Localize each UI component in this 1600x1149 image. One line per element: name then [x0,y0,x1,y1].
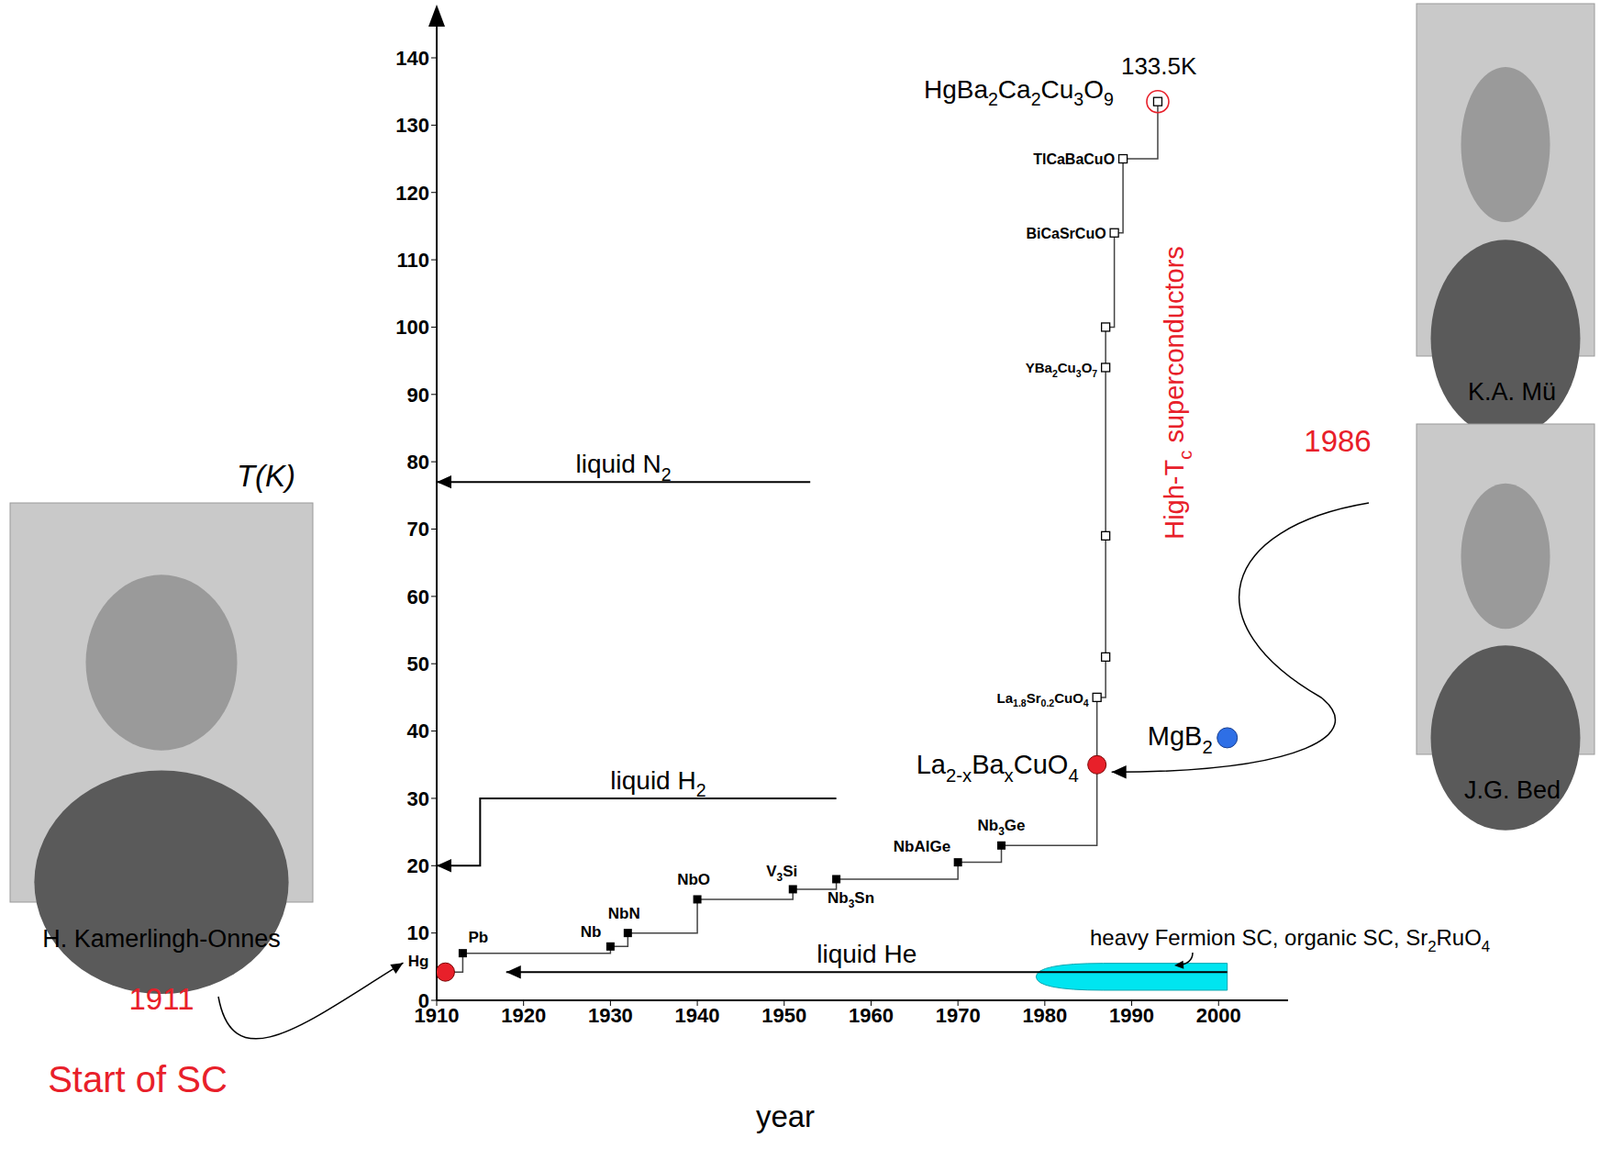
svg-text:1950: 1950 [761,1003,807,1027]
svg-text:YBa2Cu3O7: YBa2Cu3O7 [1025,359,1099,379]
svg-text:0: 0 [418,988,430,1012]
svg-text:BiCaSrCuO: BiCaSrCuO [1025,225,1106,242]
svg-text:1940: 1940 [675,1003,721,1027]
svg-text:130: 130 [395,113,430,137]
svg-text:heavy Fermion SC, organic SC,: heavy Fermion SC, organic SC, Sr2RuO4 [1089,924,1490,956]
svg-text:Hg: Hg [408,952,430,970]
svg-text:liquid He: liquid He [816,939,917,968]
svg-text:Nb: Nb [580,922,602,941]
svg-text:T(K): T(K) [236,458,296,493]
svg-text:1920: 1920 [500,1003,546,1027]
svg-text:70: 70 [407,517,430,541]
svg-text:133.5K: 133.5K [1121,52,1198,80]
svg-text:40: 40 [407,719,430,743]
svg-text:TlCaBaCuO: TlCaBaCuO [1033,151,1115,167]
svg-text:J.G. Bed: J.G. Bed [1464,776,1561,804]
svg-text:20: 20 [407,854,430,878]
svg-text:NbAlGe: NbAlGe [893,837,951,856]
svg-text:1980: 1980 [1022,1003,1067,1027]
svg-text:Nb3Ge: Nb3Ge [977,816,1026,838]
svg-text:90: 90 [407,383,430,407]
svg-text:1960: 1960 [848,1003,894,1027]
svg-text:2000: 2000 [1196,1003,1242,1027]
svg-text:1970: 1970 [935,1003,981,1027]
svg-text:NbO: NbO [677,870,711,889]
svg-text:year: year [755,1099,815,1134]
svg-text:V3Si: V3Si [766,862,798,884]
svg-text:1911: 1911 [129,981,195,1016]
svg-text:60: 60 [407,585,430,609]
svg-text:10: 10 [407,921,430,945]
svg-text:1910: 1910 [414,1003,460,1027]
svg-text:H. Kamerlingh-Onnes: H. Kamerlingh-Onnes [42,924,281,953]
svg-text:Start of SC: Start of SC [47,1058,228,1100]
svg-text:30: 30 [407,787,430,811]
svg-text:140: 140 [395,46,430,70]
svg-text:liquid N2: liquid N2 [575,449,671,484]
svg-text:Nb3Sn: Nb3Sn [827,888,875,911]
svg-text:1990: 1990 [1109,1003,1155,1027]
svg-text:80: 80 [407,450,430,474]
svg-text:HgBa2Ca2Cu3O9: HgBa2Ca2Cu3O9 [923,75,1114,110]
svg-text:1986: 1986 [1303,423,1371,458]
svg-text:liquid H2: liquid H2 [610,766,706,800]
svg-text:MgB2: MgB2 [1147,721,1213,757]
svg-text:1930: 1930 [588,1003,634,1027]
svg-text:High-Tc superconductors: High-Tc superconductors [1159,245,1196,540]
svg-text:50: 50 [407,652,430,676]
svg-text:110: 110 [397,248,431,272]
svg-text:Pb: Pb [467,928,489,946]
svg-text:La1.8Sr0.2CuO4: La1.8Sr0.2CuO4 [997,689,1089,710]
svg-text:La2-xBaxCuO4: La2-xBaxCuO4 [916,749,1079,786]
svg-text:NbN: NbN [608,904,641,923]
svg-text:120: 120 [395,181,430,205]
svg-text:K.A. Mü: K.A. Mü [1467,377,1556,406]
svg-text:100: 100 [395,315,430,339]
